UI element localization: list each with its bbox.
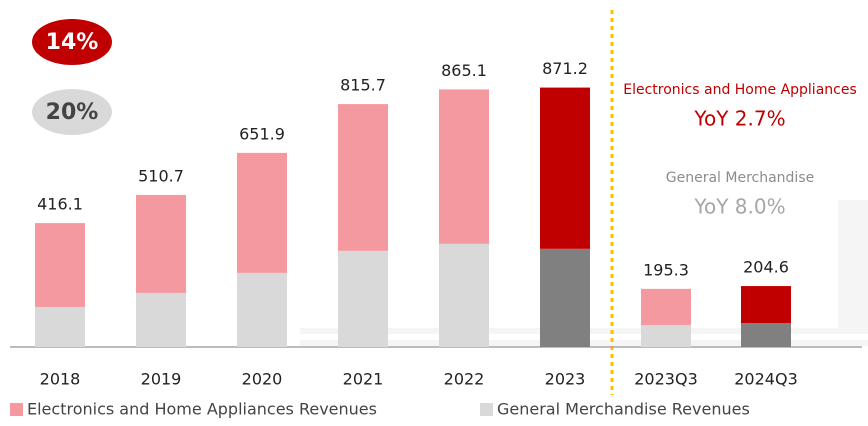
bar-segment [641, 324, 691, 347]
annotation: YoY 2.7% [693, 107, 785, 131]
legend-label: General Merchandise Revenues [497, 400, 750, 419]
x-tick-label: 2024Q3 [734, 370, 798, 389]
bar-segment [741, 323, 791, 347]
bar-segment [439, 89, 489, 244]
bar-segment [338, 250, 388, 347]
x-tick-label: 2020 [242, 370, 283, 389]
bar-segment [136, 292, 186, 347]
legend-label: Electronics and Home Appliances Revenues [27, 400, 377, 419]
annotation: Electronics and Home Appliances [623, 82, 857, 98]
bar-segment [741, 286, 791, 324]
x-tick-label: 2023 [545, 370, 586, 389]
badge-text: 14% [46, 30, 99, 55]
badge [32, 19, 112, 65]
total-label: 204.6 [743, 258, 789, 277]
legend-swatch [10, 403, 23, 416]
total-label: 815.7 [340, 76, 386, 95]
legend-swatch [480, 403, 493, 416]
x-tick-label: 2021 [343, 370, 384, 389]
bar-segment [540, 248, 590, 347]
x-tick-label: 2022 [444, 370, 485, 389]
total-label: 865.1 [441, 61, 487, 80]
x-tick-label: 2018 [40, 370, 81, 389]
annotation: General Merchandise [666, 170, 814, 186]
annotation: YoY 8.0% [693, 195, 785, 219]
bar-segment [136, 194, 186, 293]
badge [32, 89, 112, 135]
total-label: 416.1 [37, 195, 83, 214]
x-tick-label: 2023Q3 [634, 370, 698, 389]
total-label: 195.3 [643, 260, 689, 279]
badge-text: 20% [46, 100, 99, 125]
x-tick-label: 2019 [141, 370, 182, 389]
bar-segment [641, 288, 691, 325]
bar-segment [439, 243, 489, 347]
bar-segment [540, 87, 590, 249]
bar-segment [338, 104, 388, 251]
bar-segment [237, 152, 287, 273]
total-label: 871.2 [542, 59, 588, 78]
bar-segment [35, 223, 85, 307]
total-label: 651.9 [239, 124, 285, 143]
bar-segment [237, 272, 287, 347]
bar-segment [35, 306, 85, 347]
total-label: 510.7 [138, 166, 184, 185]
